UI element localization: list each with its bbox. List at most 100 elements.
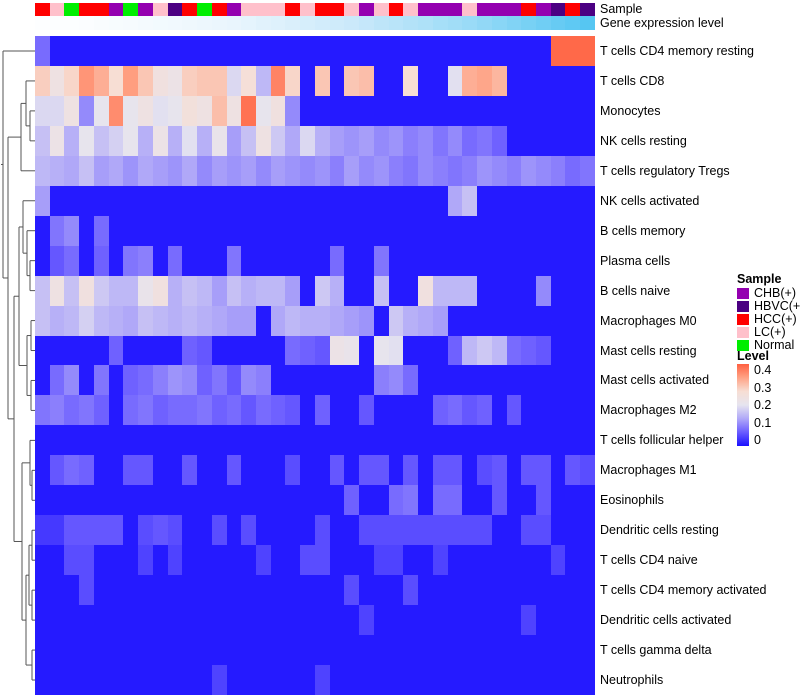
heatmap-cell xyxy=(138,425,153,456)
heatmap-cell xyxy=(138,545,153,576)
heatmap-cell xyxy=(477,425,492,456)
heatmap-cell xyxy=(491,575,507,606)
heatmap-cell xyxy=(359,305,374,336)
heatmap-cell xyxy=(314,665,330,695)
heatmap-cell xyxy=(565,36,581,66)
heatmap-cell xyxy=(300,515,315,546)
heatmap-cell xyxy=(491,425,507,456)
heatmap-cell xyxy=(432,305,448,336)
heatmap-cell xyxy=(93,515,109,546)
sample-annotation-cell xyxy=(138,3,153,16)
heatmap-cell xyxy=(256,605,271,636)
heatmap-cell xyxy=(418,455,433,486)
heatmap-cell xyxy=(138,245,153,276)
heatmap-cell xyxy=(241,455,257,486)
heatmap-cell xyxy=(314,155,330,186)
heatmap-cell xyxy=(506,515,522,546)
heatmap-cell xyxy=(256,455,271,486)
heatmap-cell xyxy=(506,36,522,66)
sample-annotation-cell xyxy=(418,3,433,16)
heatmap-cell xyxy=(49,665,65,695)
heatmap-cell xyxy=(138,635,153,666)
heatmap-cell xyxy=(550,365,566,396)
heatmap-cell xyxy=(167,635,183,666)
heatmap-cell xyxy=(491,215,507,246)
heatmap-cell xyxy=(49,95,65,126)
heatmap-cell xyxy=(329,425,345,456)
heatmap-cell xyxy=(64,635,80,666)
heatmap-cell xyxy=(535,335,551,366)
heatmap-cell xyxy=(123,335,139,366)
heatmap-cell xyxy=(197,515,212,546)
sample-annotation-cell xyxy=(241,3,257,16)
heatmap-cell xyxy=(550,125,566,156)
heatmap-row xyxy=(35,515,595,546)
heatmap-cell xyxy=(182,365,198,396)
heatmap-cell xyxy=(314,545,330,576)
heatmap-row xyxy=(35,425,595,456)
heatmap-cell xyxy=(535,545,551,576)
heatmap-cell xyxy=(138,275,153,306)
heatmap-cell xyxy=(64,305,80,336)
heatmap-cell xyxy=(197,155,212,186)
heatmap-cell xyxy=(79,65,94,96)
heatmap-cell xyxy=(79,665,94,695)
sample-annotation-cell xyxy=(123,3,139,16)
heatmap-cell xyxy=(403,65,419,96)
heatmap-cell xyxy=(285,515,301,546)
row-label: Macrophages M1 xyxy=(600,463,697,478)
heatmap-cell xyxy=(403,365,419,396)
heatmap-cell xyxy=(64,605,80,636)
heatmap-row xyxy=(35,95,595,126)
heatmap-cell xyxy=(108,215,124,246)
gene-expression-annotation-cell xyxy=(285,16,301,30)
heatmap-cell xyxy=(388,275,404,306)
heatmap-cell xyxy=(300,575,315,606)
heatmap-cell xyxy=(447,36,463,66)
dendrogram-svg xyxy=(1,50,35,681)
heatmap-cell xyxy=(182,215,198,246)
heatmap-cell xyxy=(462,545,478,576)
heatmap-cell xyxy=(550,335,566,366)
sample-annotation-cell xyxy=(344,3,360,16)
heatmap-cell xyxy=(477,36,492,66)
heatmap-cell xyxy=(329,515,345,546)
heatmap-cell xyxy=(373,215,389,246)
heatmap-cell xyxy=(344,245,360,276)
heatmap-cell xyxy=(182,455,198,486)
heatmap-cell xyxy=(403,335,419,366)
heatmap-cell xyxy=(49,365,65,396)
heatmap-cell xyxy=(64,665,80,695)
heatmap-cell xyxy=(138,95,153,126)
heatmap-cell xyxy=(491,515,507,546)
heatmap-cell xyxy=(35,605,50,636)
heatmap-cell xyxy=(108,605,124,636)
heatmap-cell xyxy=(462,635,478,666)
heatmap-cell xyxy=(49,65,65,96)
gene-expression-annotation-cell xyxy=(79,16,94,30)
heatmap-cell xyxy=(152,545,168,576)
gene-expression-annotation-cell xyxy=(108,16,124,30)
heatmap-cell xyxy=(35,185,50,216)
heatmap-cell xyxy=(35,245,50,276)
heatmap-cell xyxy=(491,545,507,576)
heatmap-cell xyxy=(35,155,50,186)
sample-legend-label: HCC(+) xyxy=(754,312,797,326)
heatmap-cell xyxy=(108,36,124,66)
heatmap-cell xyxy=(344,515,360,546)
heatmap-row xyxy=(35,455,595,486)
heatmap-cell xyxy=(329,395,345,426)
heatmap-cell xyxy=(108,515,124,546)
heatmap-cell xyxy=(314,36,330,66)
heatmap-cell xyxy=(314,185,330,216)
heatmap-cell xyxy=(403,455,419,486)
heatmap-cell xyxy=(418,515,433,546)
heatmap-cell xyxy=(477,245,492,276)
heatmap-cell xyxy=(344,455,360,486)
heatmap-cell xyxy=(270,605,286,636)
heatmap-cell xyxy=(359,36,374,66)
heatmap-cell xyxy=(226,36,242,66)
heatmap-cell xyxy=(241,36,257,66)
heatmap-cell xyxy=(300,605,315,636)
